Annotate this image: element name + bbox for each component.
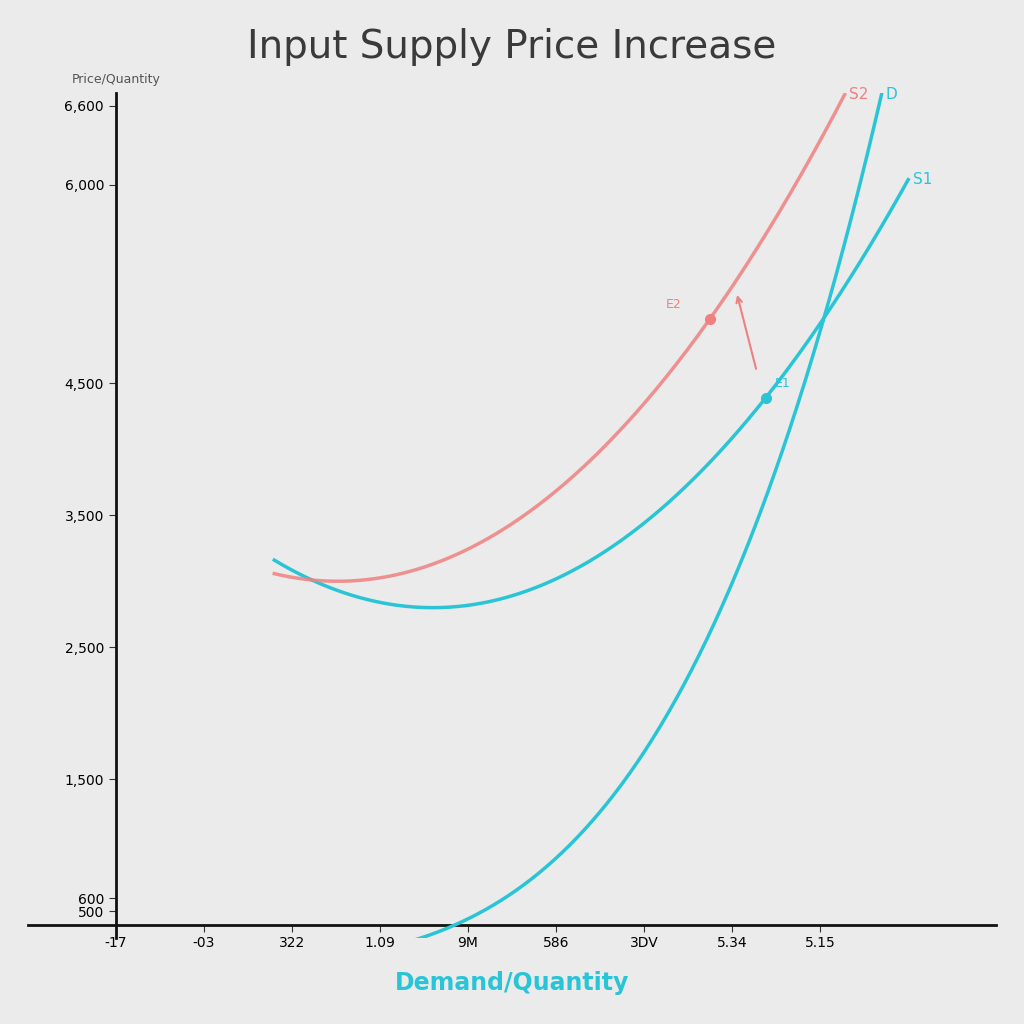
Text: D: D: [886, 87, 898, 102]
Text: Price/Quantity: Price/Quantity: [72, 73, 161, 86]
X-axis label: Demand/Quantity: Demand/Quantity: [395, 972, 629, 995]
Text: E1: E1: [774, 378, 791, 390]
Text: S2: S2: [849, 87, 868, 102]
Title: Input Supply Price Increase: Input Supply Price Increase: [248, 28, 776, 66]
Text: S1: S1: [912, 172, 932, 187]
Text: E2: E2: [666, 298, 682, 311]
